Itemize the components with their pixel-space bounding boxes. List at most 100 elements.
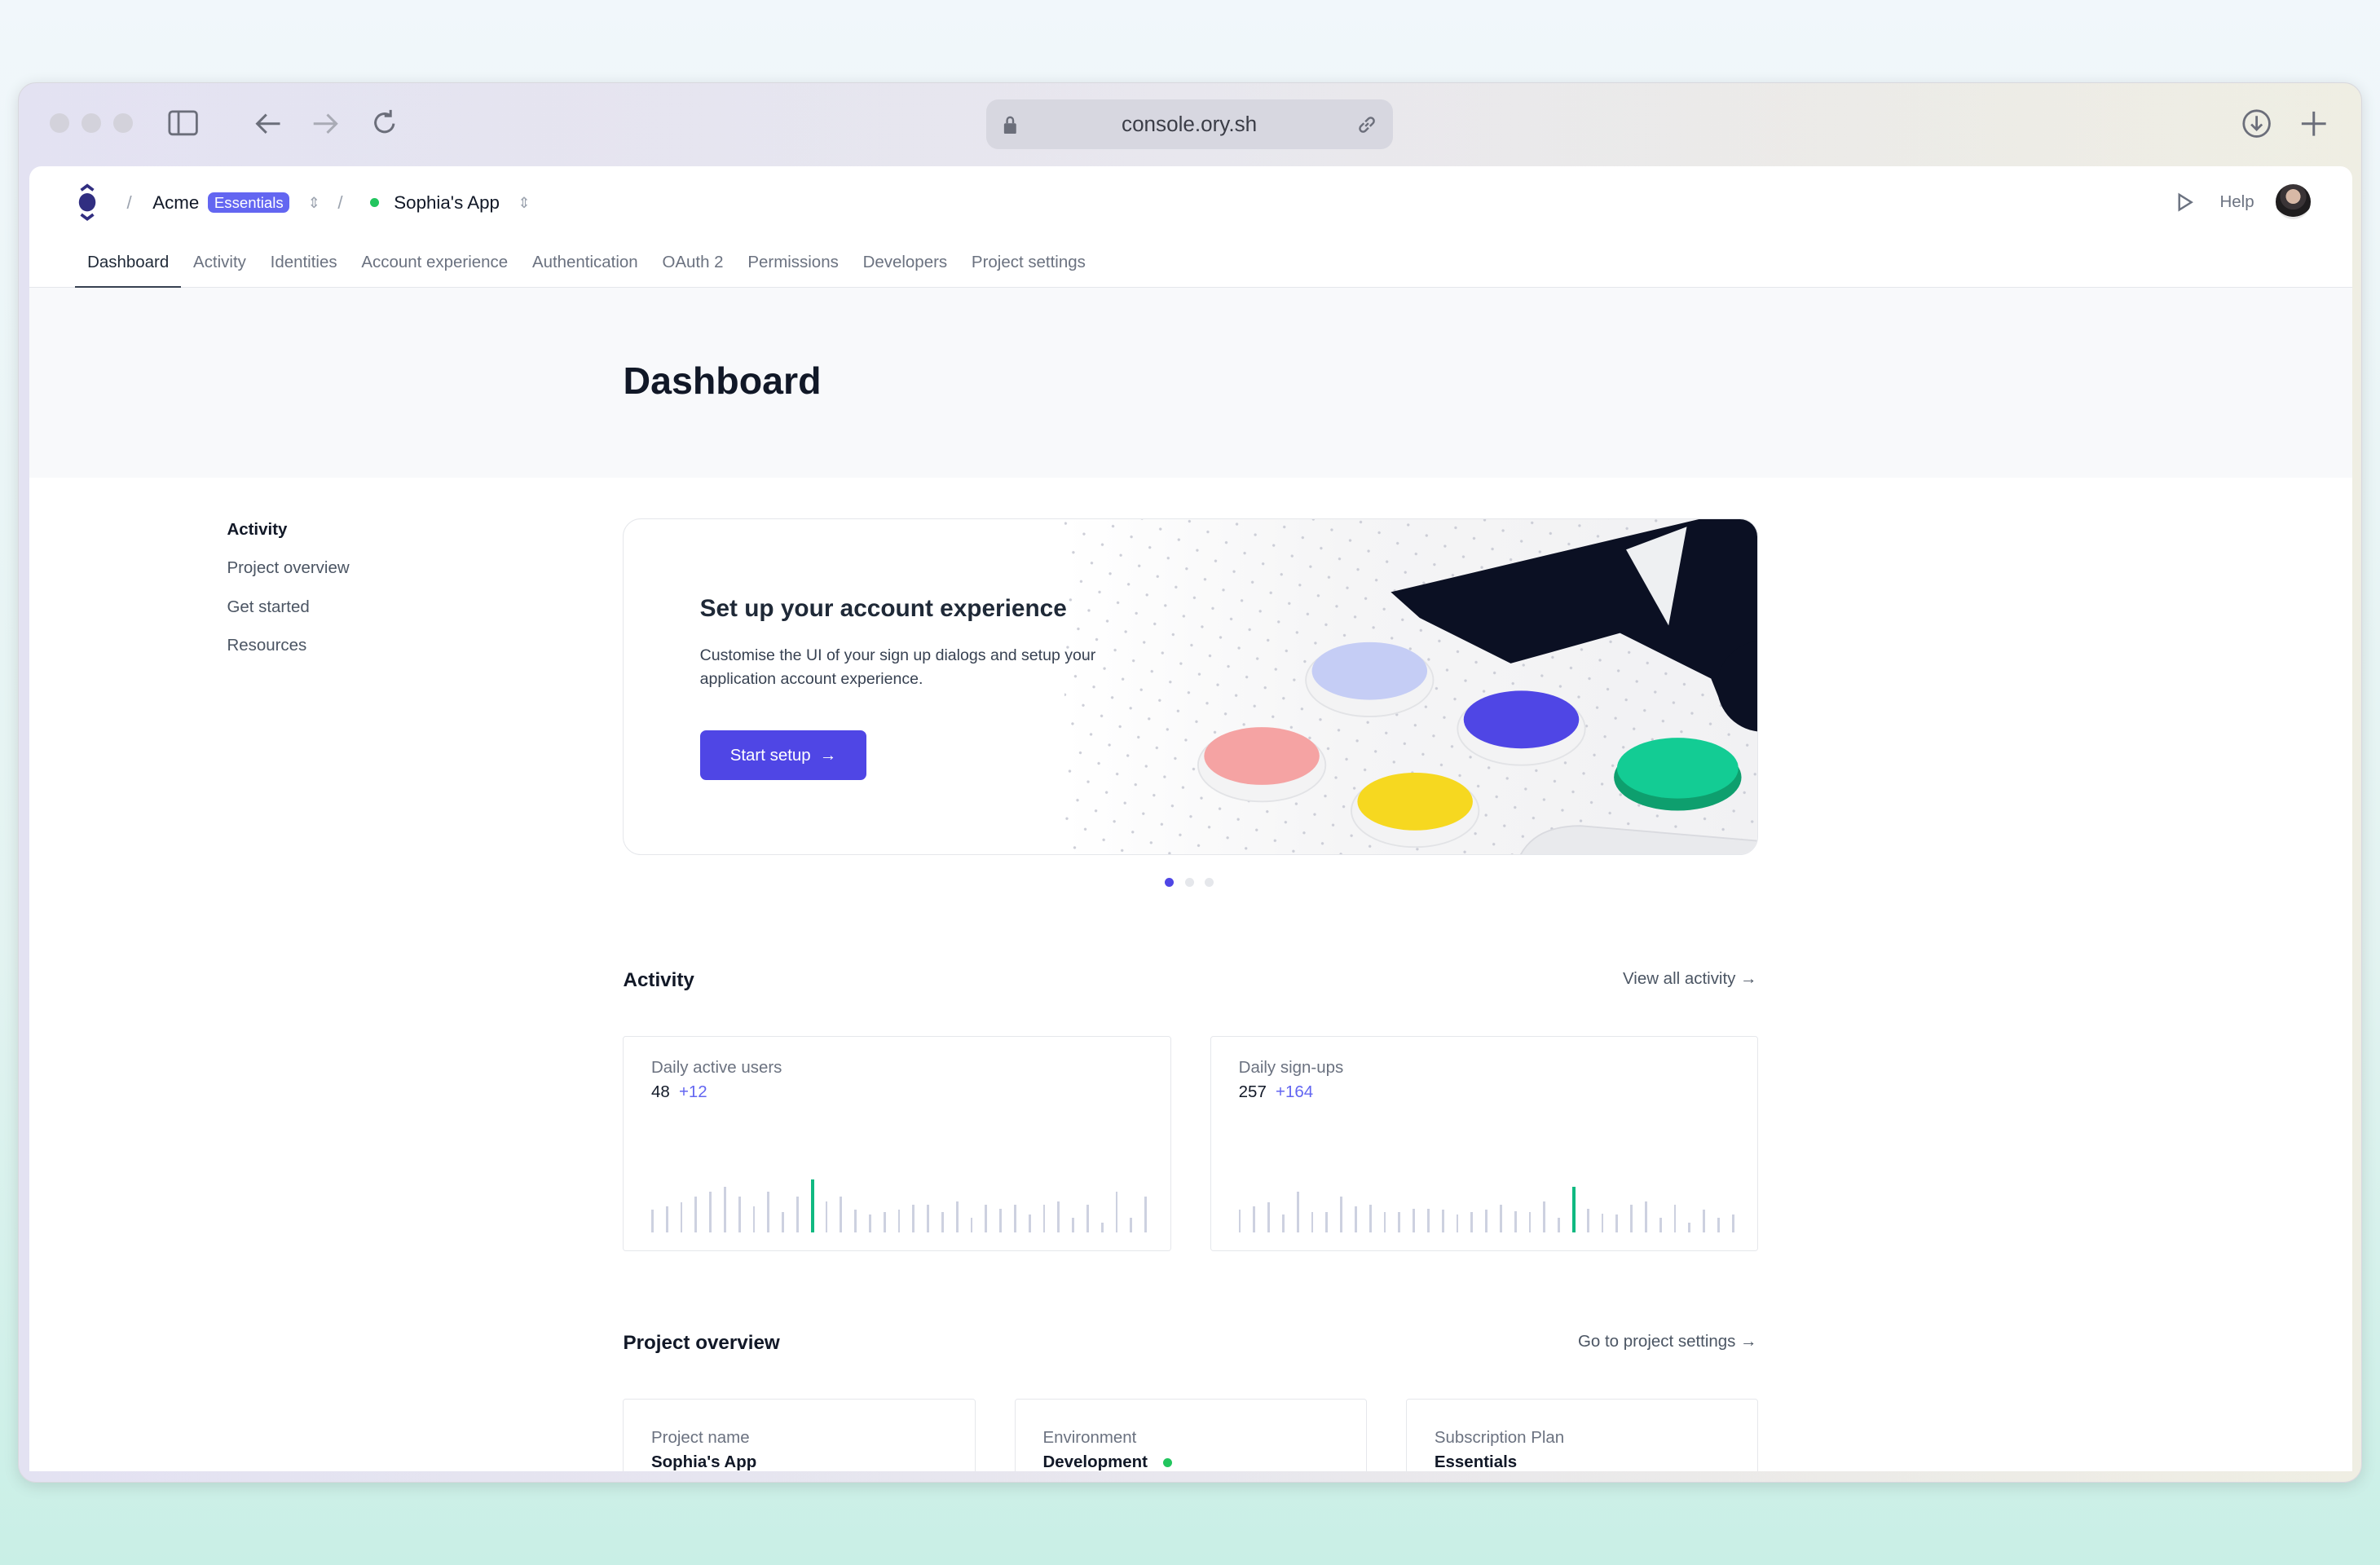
top-header: / Acme Essentials ⇕ / Sophia's App ⇕ Hel… (29, 166, 2352, 289)
activity-bar (1115, 1191, 1118, 1233)
address-bar[interactable]: console.ory.sh (985, 99, 1393, 150)
activity-bar (1456, 1215, 1459, 1233)
activity-bar (782, 1212, 784, 1233)
activity-bar (1253, 1206, 1256, 1233)
page-content: / Acme Essentials ⇕ / Sophia's App ⇕ Hel… (29, 165, 2352, 1472)
status-dot (369, 198, 379, 208)
carousel-dot[interactable] (1165, 878, 1175, 888)
left-nav-item[interactable]: Resources (227, 636, 307, 655)
activity-bar (1659, 1217, 1662, 1233)
view-all-activity-link[interactable]: View all activity → (1623, 969, 1757, 989)
activity-bar (897, 1210, 901, 1233)
lock-icon (1003, 116, 1016, 134)
minimize-window-button[interactable] (81, 112, 101, 133)
activity-bar (1543, 1201, 1546, 1233)
carousel-dot[interactable] (1204, 878, 1214, 888)
tab-identities[interactable]: Identities (270, 253, 337, 272)
tab-authentication[interactable]: Authentication (531, 253, 638, 272)
back-arrow-icon[interactable] (253, 110, 283, 138)
activity-bar (738, 1196, 741, 1233)
activity-bar (1500, 1205, 1502, 1233)
activity-bar (1572, 1186, 1576, 1233)
tab-activity[interactable]: Activity (193, 253, 246, 272)
activity-bar (941, 1212, 944, 1233)
go-to-project-settings-link[interactable]: Go to project settings → (1577, 1332, 1757, 1351)
url-text: console.ory.sh (1122, 112, 1258, 137)
new-tab-plus-icon[interactable] (2300, 110, 2328, 138)
org-name: Acme (152, 192, 200, 213)
sidebar-icon[interactable] (168, 110, 198, 136)
project-overview-heading: Project overview (623, 1332, 780, 1355)
activity-bar (1645, 1201, 1647, 1233)
activity-bar (767, 1191, 770, 1233)
left-nav-item[interactable]: Get started (227, 597, 310, 616)
activity-bar (1340, 1196, 1343, 1233)
activity-bar (1441, 1210, 1444, 1233)
activity-bar (810, 1179, 814, 1233)
ory-logo-icon[interactable] (77, 183, 98, 222)
main-tabs: Dashboard Activity Identities Account exper… (75, 253, 1098, 289)
project-selector[interactable]: Sophia's App ⇕ (369, 192, 531, 214)
left-nav-item[interactable]: Activity (227, 519, 288, 539)
org-selector[interactable]: Acme Essentials ⇕ (152, 192, 320, 214)
carousel-dot[interactable] (1184, 878, 1194, 888)
play-icon[interactable] (2176, 192, 2194, 212)
metric-value: 257 (1238, 1082, 1267, 1101)
left-nav-item[interactable]: Project overview (227, 558, 350, 578)
activity-bar (1703, 1210, 1706, 1233)
hero-illustration (1064, 518, 1758, 855)
activity-bar (1042, 1205, 1046, 1233)
tab-developers[interactable]: Developers (862, 253, 948, 272)
start-setup-button[interactable]: Start setup → (699, 730, 867, 781)
environment-value: Development (1042, 1453, 1148, 1472)
tab-account-experience[interactable]: Account experience (361, 253, 509, 272)
download-icon[interactable] (2241, 108, 2272, 139)
banner-description: Customise the UI of your sign up dialogs… (699, 646, 1096, 689)
plan-badge: Essentials (208, 192, 290, 214)
activity-bar (1282, 1215, 1285, 1233)
card-value: 48 +12 (651, 1082, 707, 1102)
project-name-card: Project name Sophia's App (623, 1399, 976, 1472)
help-link[interactable]: Help (2219, 192, 2254, 211)
activity-bar (1586, 1208, 1589, 1233)
card-label: Daily sign-ups (1238, 1058, 1344, 1078)
activity-bar (1383, 1212, 1386, 1233)
daily-active-users-card[interactable]: Daily active users 48 +12 (623, 1035, 1171, 1252)
activity-bar (1325, 1212, 1329, 1233)
activity-bar (1688, 1223, 1691, 1233)
card-label: Daily active users (651, 1058, 782, 1078)
environment-card: Environment Development (1014, 1399, 1367, 1472)
forward-arrow-icon[interactable] (311, 110, 341, 138)
user-avatar[interactable] (2276, 184, 2312, 220)
activity-heading: Activity (623, 969, 694, 992)
activity-bar (1615, 1215, 1619, 1233)
activity-bar (752, 1206, 756, 1233)
activity-bar (680, 1201, 683, 1233)
close-window-button[interactable] (49, 112, 69, 133)
maximize-window-button[interactable] (112, 112, 133, 133)
card-label: Project name (651, 1428, 750, 1448)
status-dot (1162, 1457, 1172, 1467)
activity-bar (1311, 1212, 1314, 1233)
tab-project-settings[interactable]: Project settings (971, 253, 1086, 272)
tab-oauth-2[interactable]: OAuth 2 (662, 253, 724, 272)
activity-bar (883, 1212, 886, 1233)
chevron-up-down-icon: ⇕ (518, 193, 531, 211)
activity-bar (1130, 1217, 1133, 1233)
activity-bar (1100, 1223, 1104, 1233)
activity-bar (694, 1196, 698, 1233)
activity-bar (955, 1201, 959, 1233)
card-value: Development (1042, 1453, 1172, 1472)
tab-permissions[interactable]: Permissions (747, 253, 839, 272)
card-value: Essentials (1434, 1453, 1518, 1472)
activity-bar (1528, 1212, 1532, 1233)
activity-bar (1558, 1217, 1561, 1233)
link-icon[interactable] (1356, 114, 1377, 135)
activity-bar (1514, 1211, 1517, 1233)
activity-bar (1057, 1201, 1060, 1233)
tab-dashboard[interactable]: Dashboard (75, 253, 182, 289)
reload-icon[interactable] (371, 108, 399, 137)
activity-bar (1368, 1205, 1372, 1233)
daily-sign-ups-card[interactable]: Daily sign-ups 257 +164 (1210, 1035, 1759, 1252)
metric-delta: +164 (1276, 1082, 1314, 1101)
